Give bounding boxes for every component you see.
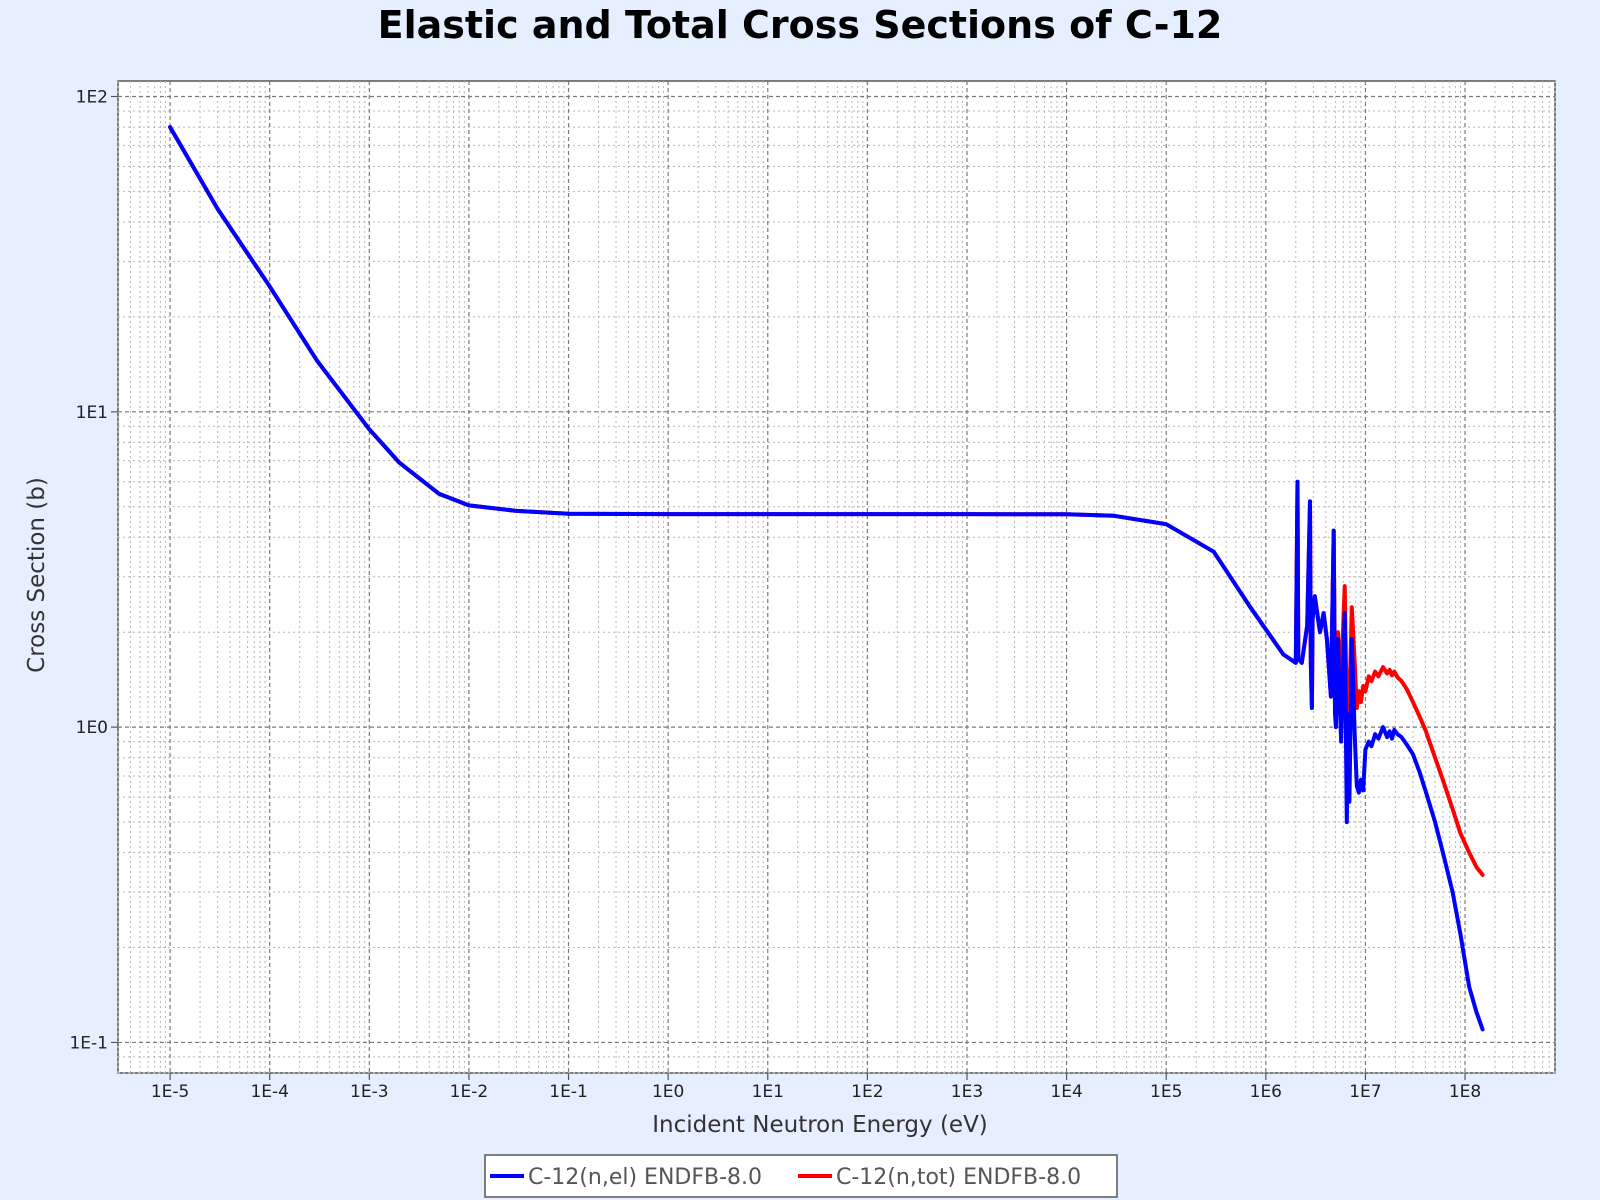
x-tick-label: 1E-5 xyxy=(151,1082,190,1102)
x-tick-label: 1E3 xyxy=(951,1082,983,1102)
legend-label-elastic: C-12(n,el) ENDFB-8.0 xyxy=(528,1165,762,1190)
y-tick-label: 1E0 xyxy=(76,718,108,738)
x-tick-label: 1E7 xyxy=(1349,1082,1381,1102)
axis-ticks: 1E-5 1E-4 1E-3 1E-2 1E-1 1E0 1E1 1E2 1E3 1E4 1E5 1E… xyxy=(69,88,1481,1102)
x-tick-label: 1E0 xyxy=(652,1082,684,1102)
y-tick-label: 1E-1 xyxy=(69,1033,108,1053)
x-tick-label: 1E-1 xyxy=(549,1082,588,1102)
y-tick-label: 1E2 xyxy=(76,88,108,108)
chart-title: Elastic and Total Cross Sections of C-12 xyxy=(378,3,1223,47)
x-tick-label: 1E5 xyxy=(1150,1082,1182,1102)
y-axis-label: Cross Section (b) xyxy=(24,477,50,673)
x-tick-label: 1E-3 xyxy=(350,1082,389,1102)
x-tick-label: 1E4 xyxy=(1050,1082,1082,1102)
legend: C-12(n,el) ENDFB-8.0 C-12(n,tot) ENDFB-8… xyxy=(484,1154,1118,1198)
grid xyxy=(117,81,1556,1074)
x-tick-label: 1E6 xyxy=(1250,1082,1282,1102)
x-tick-label: 1E1 xyxy=(752,1082,784,1102)
series-line-elastic xyxy=(168,125,1485,1032)
x-tick-label: 1E2 xyxy=(851,1082,883,1102)
x-axis-label: Incident Neutron Energy (eV) xyxy=(652,1112,988,1138)
legend-label-total: C-12(n,tot) ENDFB-8.0 xyxy=(836,1165,1081,1190)
plot-area xyxy=(117,80,1556,1074)
y-tick-label: 1E1 xyxy=(76,403,108,423)
x-tick-label: 1E-4 xyxy=(250,1082,289,1102)
x-tick-label: 1E8 xyxy=(1449,1082,1481,1102)
series-lines xyxy=(168,125,1485,1032)
x-tick-label: 1E-2 xyxy=(450,1082,489,1102)
